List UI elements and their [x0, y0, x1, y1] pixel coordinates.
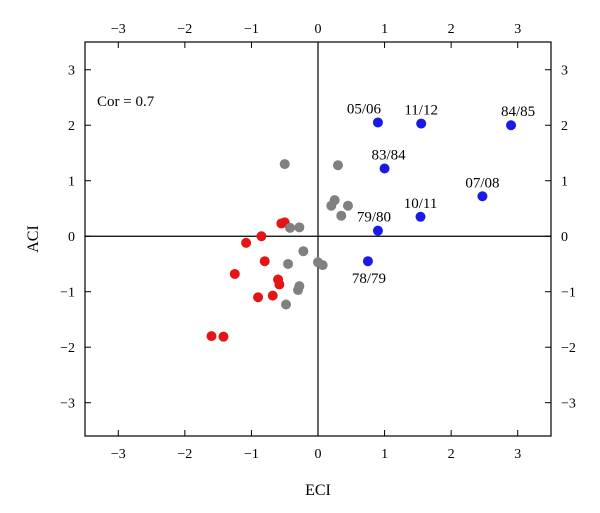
gray-point — [332, 160, 343, 171]
blue-point — [379, 163, 390, 174]
x-tick-label-top: 3 — [514, 22, 521, 37]
gray-point — [281, 299, 292, 310]
x-tick-label-top: −1 — [244, 22, 259, 37]
gray-point — [326, 200, 337, 211]
red-point — [241, 237, 252, 248]
x-tick-label-top: −2 — [177, 22, 192, 37]
data-points — [206, 117, 517, 342]
y-tick-label-left: −3 — [60, 397, 75, 412]
y-tick-label-right: −1 — [561, 286, 576, 301]
y-tick-label-left: 3 — [68, 64, 75, 79]
y-tick-label-right: −3 — [561, 397, 576, 412]
y-tick-label-left: 1 — [68, 175, 75, 190]
y-tick-label-left: 2 — [68, 119, 75, 134]
x-tick-label-bottom: 2 — [448, 447, 455, 462]
point-label: 78/79 — [352, 271, 386, 287]
x-tick-label-bottom: −2 — [177, 447, 192, 462]
y-tick-label-right: −2 — [561, 341, 576, 356]
gray-point — [342, 200, 353, 211]
point-label: 05/06 — [347, 101, 382, 117]
axis-ticks: −3 −3 −2 −2 −1 −1 0 0 1 1 2 2 3 3 −3 −3 −2 −2 −1 −1 0 0 1 1 2 2 3 3 — [60, 22, 576, 462]
y-axis-title: ACI — [25, 225, 42, 253]
gray-point — [285, 222, 296, 233]
red-point — [218, 331, 229, 342]
gray-point — [298, 246, 309, 257]
gray-point — [279, 159, 290, 170]
gray-point — [294, 222, 305, 233]
x-tick-label-top: −3 — [111, 22, 126, 37]
point-label: 79/80 — [357, 210, 391, 226]
point-label: 07/08 — [465, 175, 499, 191]
y-tick-label-left: −2 — [60, 341, 75, 356]
y-tick-label-left: 0 — [68, 230, 75, 245]
gray-point — [283, 258, 294, 269]
blue-point — [416, 118, 427, 129]
correlation-annotation: Cor = 0.7 — [97, 94, 155, 110]
y-tick-label-left: −1 — [60, 286, 75, 301]
x-tick-label-top: 0 — [315, 22, 322, 37]
point-label: 11/12 — [404, 103, 438, 119]
x-tick-label-bottom: −3 — [111, 447, 126, 462]
red-point — [229, 268, 240, 279]
x-tick-label-top: 2 — [448, 22, 455, 37]
zero-lines — [85, 42, 551, 436]
y-tick-label-right: 1 — [561, 175, 568, 190]
point-label: 10/11 — [404, 196, 438, 212]
x-tick-label-top: 1 — [381, 22, 388, 37]
blue-point — [372, 225, 383, 236]
point-label: 83/84 — [371, 148, 406, 164]
y-tick-label-right: 3 — [561, 64, 568, 79]
x-tick-label-bottom: 1 — [381, 447, 388, 462]
blue-point — [506, 120, 517, 131]
red-point — [256, 231, 267, 242]
blue-point — [372, 117, 383, 128]
red-point — [253, 292, 264, 303]
point-labels: 05/06 11/12 84/85 83/84 07/08 10/11 79/80 78/79 — [347, 101, 535, 287]
red-point — [274, 279, 285, 290]
y-tick-label-right: 2 — [561, 119, 568, 134]
gray-point — [293, 285, 304, 296]
gray-point — [336, 210, 347, 221]
x-axis-title: ECI — [305, 482, 331, 499]
y-tick-label-right: 0 — [561, 230, 568, 245]
blue-point — [362, 256, 373, 267]
x-tick-label-bottom: 0 — [315, 447, 322, 462]
red-point — [267, 290, 278, 301]
x-tick-label-bottom: 3 — [514, 447, 521, 462]
point-label: 84/85 — [501, 104, 535, 120]
blue-point — [415, 211, 426, 222]
red-point — [206, 331, 217, 342]
blue-point — [477, 191, 488, 202]
gray-point — [317, 260, 328, 271]
x-tick-label-bottom: −1 — [244, 447, 259, 462]
red-point — [259, 256, 270, 267]
